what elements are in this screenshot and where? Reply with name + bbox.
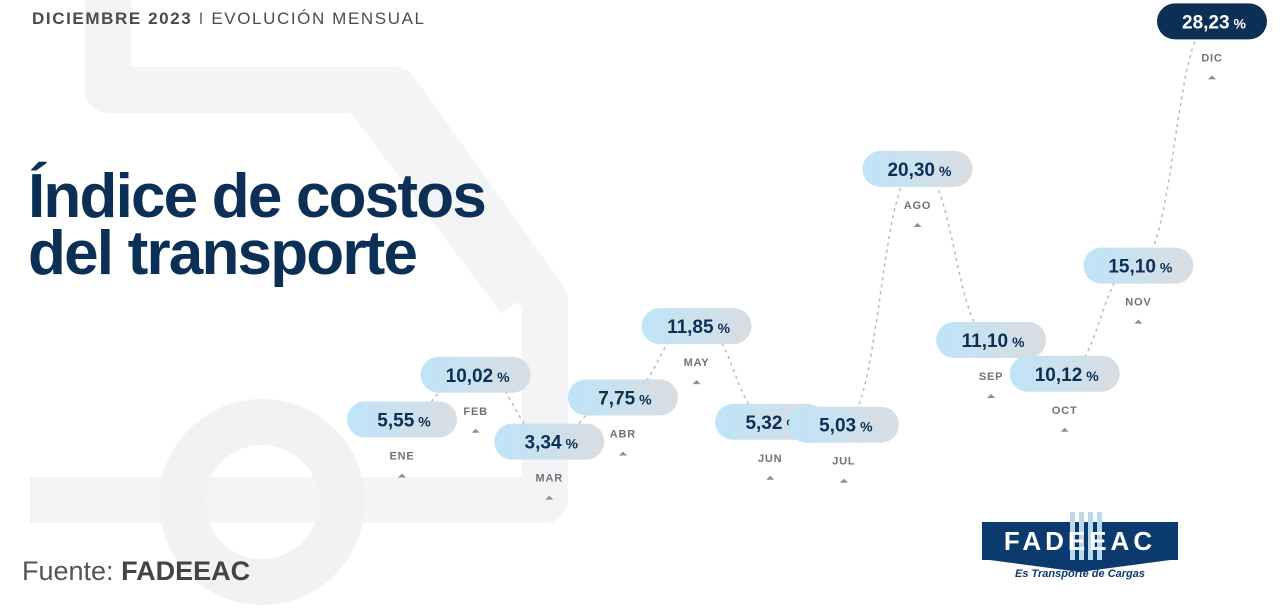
data-point-may: 11,85 % MAY (641, 308, 752, 385)
header-date: DICIEMBRE 2023 (32, 9, 193, 28)
data-point-ago: 20,30 % AGO (862, 150, 973, 227)
month-label: SEP (979, 371, 1003, 383)
month-label: FEB (463, 406, 487, 418)
month-label: JUN (758, 453, 782, 465)
value-pill (862, 150, 973, 187)
value-pill (1157, 3, 1267, 40)
month-label: MAY (684, 357, 710, 369)
source-name: FADEEAC (121, 556, 251, 586)
month-label: AGO (904, 200, 931, 212)
month-label: MAR (536, 473, 563, 485)
value-pill (420, 356, 531, 393)
marker-icon (1060, 427, 1069, 432)
data-point-abr: 7,75 % ABR (567, 379, 678, 456)
marker-icon (839, 478, 848, 483)
data-point-jul: 5,03 % JUL (788, 406, 899, 483)
month-label: DIC (1201, 52, 1222, 64)
value-pill (347, 401, 457, 438)
data-point-sep: 11,10 % SEP (936, 322, 1047, 399)
value-label: 11,85% (667, 317, 731, 338)
value-label: 5,03% (819, 416, 873, 437)
marker-icon (692, 380, 701, 385)
marker-icon (545, 495, 554, 500)
month-label: OCT (1052, 405, 1078, 417)
month-label: ENE (389, 451, 414, 463)
marker-icon (471, 428, 480, 433)
value-pill (1009, 355, 1120, 392)
value-pill (936, 322, 1047, 359)
logo-wordmark: FADEEAC (1003, 526, 1157, 556)
value-label: 7,75% (598, 389, 652, 410)
value-label: 10,02% (446, 366, 511, 387)
value-label: 20,30% (887, 160, 952, 181)
data-point-oct: 10,12 % OCT (1009, 355, 1120, 432)
data-point-nov: 15,10 % NOV (1083, 247, 1194, 324)
title-line-2: del transporte (28, 219, 418, 288)
value-pill (788, 406, 899, 443)
header-subtitle: EVOLUCIÓN MENSUAL (211, 9, 426, 28)
page-title: Índice de costos del transporte (28, 162, 487, 288)
value-pill (567, 379, 678, 416)
value-label: 15,10% (1108, 257, 1173, 278)
data-point-mar: 3,34 % MAR (494, 423, 605, 500)
marker-icon (398, 473, 406, 478)
source-label: Fuente: (22, 556, 114, 586)
marker-icon (766, 475, 775, 480)
month-label: NOV (1125, 297, 1151, 309)
source-note: Fuente: FADEEAC (22, 556, 250, 587)
data-point-feb: 10,02 % FEB (420, 356, 531, 433)
value-label: 11,10% (962, 331, 1025, 352)
marker-icon (987, 394, 996, 399)
value-pill (494, 423, 605, 460)
marker-icon (1208, 75, 1216, 80)
data-point-dic: 28,23 % DIC (1157, 3, 1267, 80)
value-pill (1083, 247, 1194, 284)
data-point-ene: 5,55 % ENE (347, 401, 457, 478)
value-label: 3,34% (525, 433, 579, 454)
value-pill (641, 308, 752, 345)
value-label: 5,55% (377, 411, 431, 432)
value-label: 10,12% (1035, 365, 1100, 386)
marker-icon (618, 451, 627, 456)
month-label: ABR (610, 429, 636, 441)
header-separator: I (198, 9, 205, 28)
value-label: 28,23% (1182, 12, 1247, 33)
logo-tagline: Es Transporte de Cargas (1014, 568, 1145, 580)
marker-icon (913, 222, 922, 227)
month-label: JUL (832, 456, 855, 468)
title-line-1: Índice de costos (28, 162, 487, 231)
header: DICIEMBRE 2023 I EVOLUCIÓN MENSUAL (32, 9, 426, 29)
fadeeac-logo: FADEEAC Es Transporte de Cargas (982, 512, 1178, 584)
marker-icon (1134, 319, 1143, 324)
